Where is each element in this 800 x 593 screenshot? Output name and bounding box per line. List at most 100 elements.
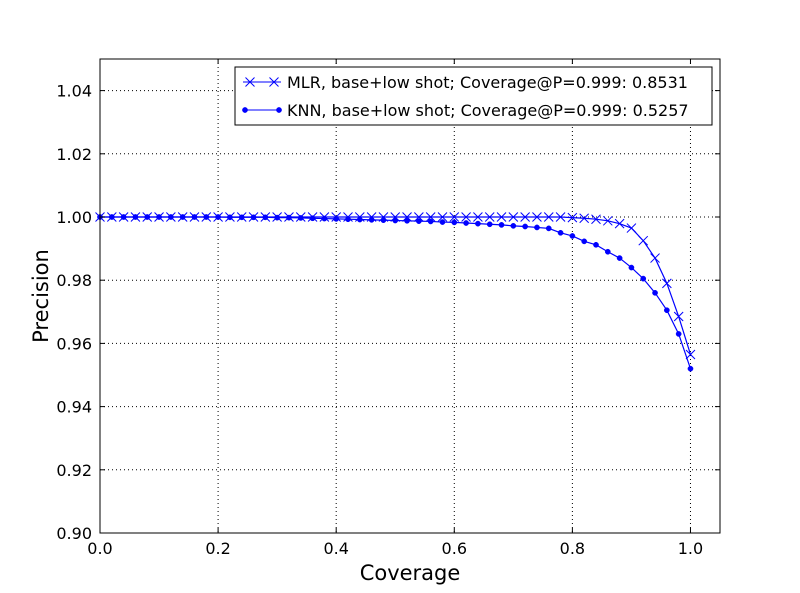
data-point-knn [510, 222, 517, 229]
y-tick-label: 0.90 [56, 524, 92, 543]
marker-stroke [449, 212, 460, 222]
marker-stroke [638, 235, 649, 246]
data-point-mlr [425, 212, 436, 222]
data-point-mlr [496, 212, 507, 222]
legend-item-knn: KNN, base+low shot; Coverage@P=0.999: 0.… [242, 101, 689, 120]
plot-frame [99, 58, 721, 534]
marker-stroke [567, 212, 578, 223]
data-point-knn [144, 214, 151, 220]
legend-marker-knn [242, 107, 282, 113]
data-point-knn [250, 214, 257, 221]
data-point-knn [404, 217, 410, 224]
x-tick-label: 0.4 [323, 539, 348, 558]
data-point-mlr [662, 278, 672, 289]
data-point-knn [640, 275, 647, 282]
data-point-knn [238, 214, 245, 221]
y-tick-label: 1.00 [56, 208, 92, 227]
data-point-knn [380, 217, 387, 224]
data-point-knn [439, 219, 446, 225]
ticks [99, 59, 720, 534]
data-point-knn [321, 215, 328, 222]
marker-stroke [602, 215, 613, 226]
marker-stroke [437, 212, 448, 222]
marker-stroke [402, 212, 412, 222]
legend-item-mlr: MLR, base+low shot; Coverage@P=0.999: 0.… [243, 73, 688, 92]
data-point-mlr [614, 218, 625, 229]
marker-stroke [614, 218, 625, 229]
data-point-knn [522, 223, 528, 230]
data-point-knn [286, 214, 292, 221]
marker-stroke [532, 212, 542, 222]
y-tick-label: 1.04 [56, 82, 92, 101]
x-tick-label: 0.0 [87, 539, 112, 558]
marker-stroke [508, 212, 519, 222]
marker-stroke [579, 213, 590, 224]
y-axis-label: Precision [29, 249, 53, 343]
data-point-knn [652, 289, 658, 296]
data-point-knn [274, 214, 280, 221]
y-tick-label: 0.92 [56, 461, 92, 480]
data-point-knn [604, 248, 611, 255]
marker-stroke [662, 278, 672, 289]
data-point-knn [416, 218, 422, 224]
data-point-mlr [685, 349, 696, 360]
data-point-knn [616, 255, 623, 261]
data-point-mlr [567, 212, 578, 223]
data-point-knn [297, 215, 304, 221]
data-point-knn [156, 214, 162, 220]
marker-stroke [555, 212, 566, 222]
legend-marker-point [245, 77, 255, 87]
data-point-knn [581, 238, 588, 245]
marker-stroke [626, 223, 637, 233]
marker-stroke [414, 212, 424, 222]
tick-labels: 0.0 0.2 0.4 0.6 0.8 1.0 0.90 0.92 0.94 0.96 0.98 1.… [56, 82, 703, 558]
legend-label-mlr: MLR, base+low shot; Coverage@P=0.999: 0.… [287, 73, 688, 92]
data-point-knn [120, 214, 127, 220]
legend-marker-point [276, 107, 282, 113]
data-point-mlr [520, 212, 530, 222]
data-point-mlr [437, 212, 448, 222]
data-point-mlr [461, 212, 471, 222]
marker-stroke [461, 212, 471, 222]
legend-marker-point [269, 77, 279, 87]
legend-marker-point [242, 107, 248, 113]
data-point-knn [545, 225, 552, 232]
data-point-knn [486, 221, 493, 228]
legend-label-knn: KNN, base+low shot; Coverage@P=0.999: 0.… [287, 101, 689, 120]
y-tick-label: 0.96 [56, 334, 92, 353]
marker-stroke [685, 349, 696, 360]
y-tick-label: 0.94 [56, 398, 92, 417]
data-point-knn [368, 216, 375, 223]
data-point-knn [203, 214, 210, 220]
data-point-knn [392, 217, 399, 224]
data-point-knn [179, 214, 186, 220]
marker-stroke [496, 212, 507, 222]
data-point-knn [227, 214, 233, 221]
y-tick-label: 0.98 [56, 271, 92, 290]
data-point-knn [333, 216, 340, 222]
data-point-knn [215, 214, 221, 220]
y-tick-label: 1.02 [56, 145, 92, 164]
data-point-knn [475, 220, 481, 227]
data-point-knn [569, 233, 576, 239]
marker-stroke [473, 212, 483, 222]
data-point-knn [345, 216, 351, 223]
data-point-knn [675, 331, 682, 337]
marker-stroke [269, 77, 279, 87]
legend-box [234, 66, 713, 126]
series-knn [97, 214, 694, 372]
data-point-knn [557, 229, 564, 236]
data-point-knn [498, 222, 505, 228]
data-point-mlr [473, 212, 483, 222]
data-point-mlr [508, 212, 519, 222]
data-point-mlr [555, 212, 566, 222]
marker-stroke [673, 311, 684, 322]
data-point-mlr [414, 212, 424, 222]
data-point-knn [262, 214, 269, 221]
x-tick-label: 0.2 [205, 539, 230, 558]
data-point-mlr [591, 214, 601, 225]
marker-stroke [425, 212, 436, 222]
data-point-knn [356, 216, 363, 223]
data-point-mlr [638, 235, 649, 246]
